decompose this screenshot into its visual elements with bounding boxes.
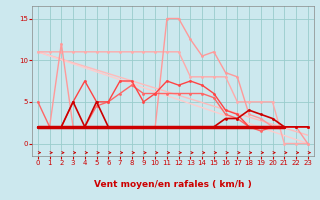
X-axis label: Vent moyen/en rafales ( km/h ): Vent moyen/en rafales ( km/h ) — [94, 180, 252, 189]
